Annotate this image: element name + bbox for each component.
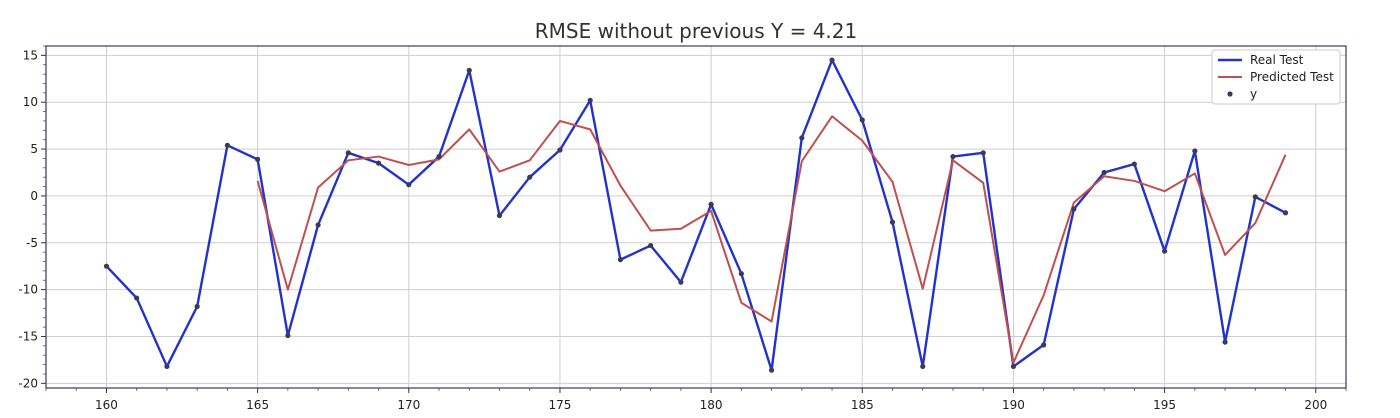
chart-title: RMSE without previous Y = 4.21 xyxy=(535,19,857,43)
data-point-y xyxy=(738,271,744,277)
data-point-y xyxy=(315,222,321,228)
legend-swatch xyxy=(1227,91,1233,97)
data-point-y xyxy=(648,242,654,249)
x-tick-label: 180 xyxy=(700,398,723,412)
x-tick-label: 200 xyxy=(1304,398,1327,412)
data-point-y xyxy=(1192,148,1198,154)
x-tick-label: 190 xyxy=(1002,398,1025,412)
series-line-predicted-test xyxy=(256,115,1287,364)
data-point-y xyxy=(103,263,110,269)
data-point-y xyxy=(859,117,865,123)
data-point-y xyxy=(617,257,624,263)
data-point-y xyxy=(406,182,412,188)
data-point-y xyxy=(285,332,291,339)
y-tick-label: -15 xyxy=(18,329,38,343)
y-tick-label: -20 xyxy=(18,376,38,390)
y-tick-label: -10 xyxy=(18,283,38,297)
data-point-y xyxy=(768,367,775,373)
data-point-y xyxy=(134,295,140,301)
legend-label: y xyxy=(1250,87,1257,101)
data-point-y xyxy=(1041,342,1047,348)
legend: Real Test Predicted Test y xyxy=(1211,49,1341,105)
legend-box xyxy=(1211,49,1341,105)
data-point-y xyxy=(466,67,472,73)
y-tick-label: 5 xyxy=(30,142,38,156)
data-point-y xyxy=(375,160,382,166)
legend-label: Real Test xyxy=(1250,53,1304,67)
data-point-y xyxy=(1131,161,1137,167)
data-point-y xyxy=(1010,363,1017,370)
data-point-y xyxy=(1101,169,1107,176)
grid xyxy=(46,46,1346,388)
x-tick-label: 165 xyxy=(246,398,269,412)
data-point-y xyxy=(436,153,442,160)
data-point-y xyxy=(799,135,805,141)
x-tick-label: 195 xyxy=(1153,398,1176,412)
x-tick-label: 160 xyxy=(95,398,118,412)
data-point-y xyxy=(980,150,986,156)
x-tick-label: 175 xyxy=(549,398,572,412)
x-tick-label: 170 xyxy=(397,398,420,412)
y-tick-label: 15 xyxy=(23,48,38,62)
data-point-y xyxy=(587,97,593,103)
series-layer xyxy=(103,57,1289,373)
data-point-y xyxy=(678,279,684,285)
data-point-y xyxy=(345,150,351,156)
plot-area xyxy=(46,46,1346,388)
data-point-y xyxy=(950,153,956,160)
data-point-y xyxy=(557,147,563,153)
x-tick-label: 185 xyxy=(851,398,874,412)
data-point-y xyxy=(224,142,230,148)
legend-label: Predicted Test xyxy=(1250,70,1334,84)
data-point-y xyxy=(708,201,714,207)
data-point-y xyxy=(194,303,200,310)
plot-frame xyxy=(45,45,1347,389)
data-point-y xyxy=(496,212,503,219)
y-tick-label: -5 xyxy=(26,236,38,250)
data-point-y xyxy=(889,219,896,225)
y-tick-label: 0 xyxy=(30,189,38,203)
data-point-y xyxy=(1162,248,1168,254)
data-point-y xyxy=(255,156,261,162)
data-point-y xyxy=(164,363,170,370)
data-point-y xyxy=(1222,339,1228,345)
series-line-real-test xyxy=(105,58,1287,372)
axes: 160 165 170 175 180 185 190 195 200 -20 -15 -10 -5 0 5… xyxy=(18,45,1347,412)
data-point-y xyxy=(1071,206,1077,212)
data-point-y xyxy=(829,57,835,63)
data-point-y xyxy=(527,174,533,180)
y-tick-label: 10 xyxy=(23,95,38,109)
data-point-y xyxy=(1252,194,1258,200)
data-point-y xyxy=(1282,210,1289,216)
data-point-y xyxy=(920,363,926,370)
